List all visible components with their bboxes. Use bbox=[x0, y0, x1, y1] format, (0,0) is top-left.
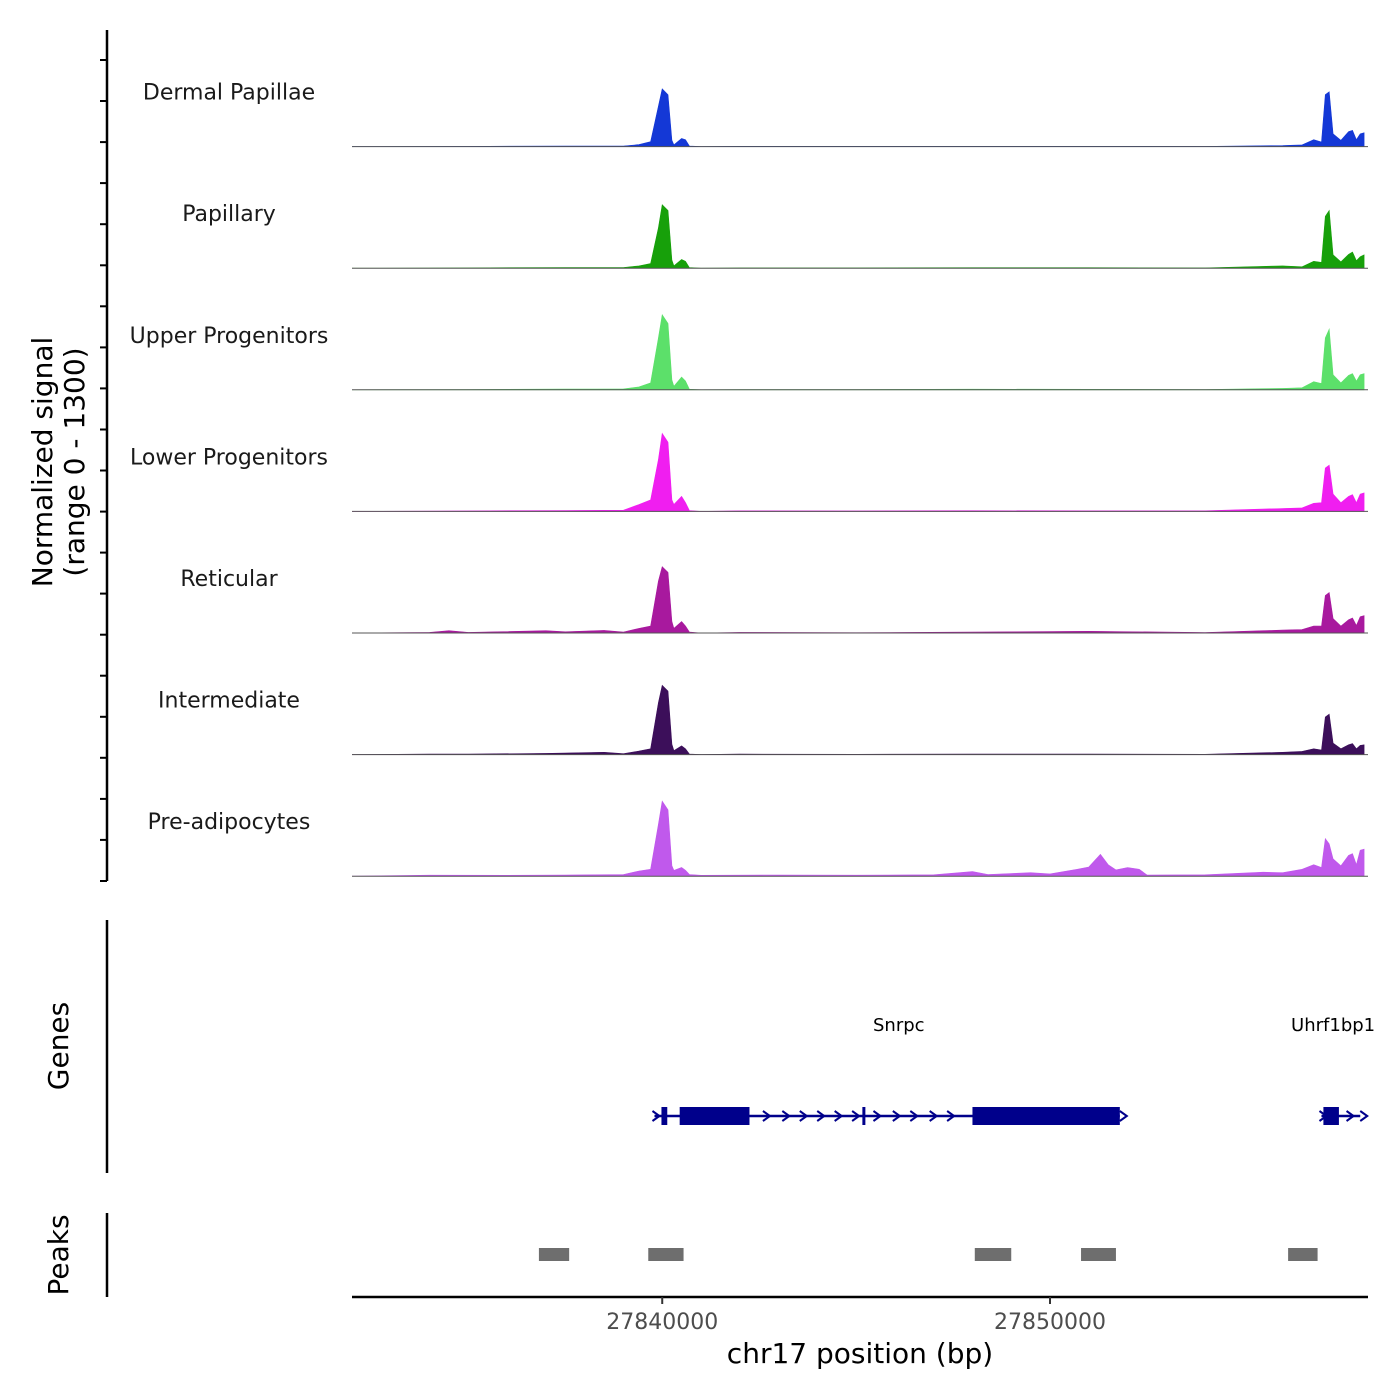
strand-arrow bbox=[1359, 1110, 1369, 1122]
strand-arrow bbox=[762, 1110, 772, 1122]
gene-label: Uhrf1bp1 bbox=[1291, 1015, 1375, 1036]
strand-arrow bbox=[929, 1110, 939, 1122]
strand-arrow bbox=[816, 1110, 826, 1122]
track-label: Lower Progenitors bbox=[130, 445, 328, 470]
strand-arrow bbox=[651, 1110, 662, 1122]
gene-exon bbox=[972, 1107, 1120, 1125]
x-tick-label: 27840000 bbox=[606, 1310, 718, 1335]
axes: 27840000 27850000 bbox=[100, 30, 1368, 1335]
track-label: Upper Progenitors bbox=[130, 324, 329, 349]
coverage-area bbox=[351, 88, 1365, 147]
y-axis-title-line2: (range 0 - 1300) bbox=[58, 347, 91, 576]
peak-bar bbox=[974, 1248, 1012, 1261]
strand-arrow bbox=[892, 1110, 902, 1122]
x-axis-title: chr17 position (bp) bbox=[727, 1337, 993, 1370]
coverage-area bbox=[351, 684, 1365, 755]
track-label: Papillary bbox=[182, 202, 276, 227]
x-tick-label: 27850000 bbox=[994, 1310, 1106, 1335]
gene-exon bbox=[1323, 1107, 1339, 1125]
strand-arrow bbox=[799, 1110, 809, 1122]
peak-bar bbox=[648, 1248, 684, 1261]
strand-arrow bbox=[946, 1110, 956, 1122]
coverage-area bbox=[351, 566, 1365, 634]
strand-arrow bbox=[851, 1110, 861, 1122]
genes-track-label: Genes bbox=[42, 1002, 75, 1090]
gene-exon bbox=[661, 1107, 668, 1125]
strand-arrow bbox=[1318, 1110, 1329, 1122]
track-label: Pre-adipocytes bbox=[148, 810, 311, 835]
coverage-area bbox=[351, 204, 1365, 269]
peak-bar bbox=[538, 1248, 570, 1261]
strand-arrow bbox=[872, 1110, 883, 1122]
coverage-area bbox=[351, 800, 1365, 877]
strand-arrow bbox=[781, 1110, 792, 1122]
track-label: Dermal Papillae bbox=[143, 81, 315, 106]
peak-bar bbox=[1288, 1248, 1318, 1261]
y-axis-title-line1: Normalized signal bbox=[26, 337, 59, 588]
strand-arrow bbox=[834, 1110, 844, 1122]
coverage-tracks: Dermal Papillae Papillary Upper Progenitor… bbox=[130, 81, 1368, 877]
track-label: Reticular bbox=[180, 567, 278, 592]
strand-arrow bbox=[909, 1110, 920, 1122]
strand-arrow bbox=[1345, 1110, 1356, 1122]
coverage-area bbox=[351, 432, 1365, 512]
peak-track bbox=[538, 1248, 1318, 1261]
coverage-area bbox=[351, 314, 1365, 391]
gene-exon bbox=[679, 1107, 750, 1125]
peaks-track-label: Peaks bbox=[42, 1214, 75, 1295]
gene-track: Snrpc Uhrf1bp1 bbox=[651, 1015, 1375, 1125]
track-label: Intermediate bbox=[158, 689, 300, 714]
peak-bar bbox=[1081, 1248, 1116, 1261]
strand-arrow bbox=[1119, 1110, 1129, 1122]
gene-label: Snrpc bbox=[873, 1015, 925, 1036]
